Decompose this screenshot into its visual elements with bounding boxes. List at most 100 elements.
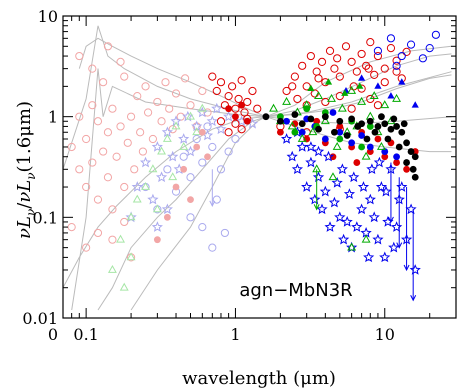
point-open-circle-pale_red (165, 104, 174, 113)
point-star-pale_blue (170, 115, 182, 127)
point-star-blue (337, 233, 350, 245)
point-star-blue (280, 133, 293, 144)
point-open-triangle-green (347, 242, 357, 251)
point-open-circle-red (352, 67, 361, 76)
point-filled-circle-green (358, 143, 366, 151)
point-filled-circle-black (366, 117, 374, 125)
model-curve-6 (71, 68, 452, 311)
point-open-circle-red (243, 97, 252, 107)
point-star-blue (357, 181, 370, 192)
point-star-blue (363, 251, 375, 263)
arrow-head-6 (209, 200, 216, 207)
point-open-circle-red (402, 47, 411, 56)
y-tick-label: 0.01 (22, 309, 58, 328)
point-filled-circle-red (243, 117, 251, 125)
point-open-circle-red (362, 61, 371, 70)
point-open-circle-pale_blue (208, 142, 217, 152)
point-star-pale_blue (178, 133, 190, 144)
point-open-circle-blue (418, 54, 427, 63)
point-star-blue (312, 145, 325, 157)
point-open-circle-red (212, 86, 221, 96)
point-open-circle-pale_red (67, 222, 76, 232)
axis-ticks (62, 15, 457, 319)
point-open-triangle-pale_green (116, 234, 125, 243)
point-star-blue (351, 221, 363, 232)
point-open-circle-red (237, 76, 246, 85)
point-open-circle-red (248, 86, 257, 96)
point-open-circle-red (333, 54, 342, 63)
point-open-circle-pale_blue (179, 152, 188, 161)
point-open-circle-pale_blue (208, 243, 217, 252)
point-open-circle-red (224, 128, 233, 137)
arrow-head-4 (410, 295, 417, 302)
point-open-circle-red (373, 51, 383, 61)
point-filled-circle-red (238, 101, 246, 109)
point-filled-circle-red (225, 105, 233, 113)
point-open-circle-pale_red (157, 117, 166, 126)
point-open-circle-pale_red (203, 108, 212, 117)
point-filled-circle-black (398, 128, 406, 136)
point-star-blue (324, 221, 336, 232)
point-filled-circle-black (298, 120, 306, 128)
point-star-blue (364, 193, 376, 205)
y-tick-label: 1 (48, 108, 58, 127)
y-tick-label: 0.1 (33, 208, 58, 227)
point-open-triangle-pale_green (162, 133, 172, 142)
point-filled-circle-red (381, 153, 389, 161)
point-star-blue (379, 251, 391, 263)
arrow-head-5 (313, 204, 320, 211)
point-open-circle-red (253, 104, 262, 113)
y-label-part-2: νL (14, 180, 35, 203)
point-star-blue (341, 215, 353, 227)
point-open-circle-pale_red (130, 165, 139, 174)
point-star-blue (309, 193, 321, 205)
point-open-circle-pale_red (108, 104, 117, 113)
point-open-triangle-pale_green (157, 146, 167, 155)
point-open-triangle-pale_green (171, 121, 181, 130)
point-open-circle-red (335, 72, 344, 81)
point-open-circle-red (347, 57, 356, 66)
point-filled-triangle-green (307, 84, 315, 92)
point-filled-circle-red (232, 113, 239, 121)
point-open-circle-red (370, 70, 379, 79)
point-star-blue (291, 163, 304, 175)
tick-labels: 0.1 1 10 0.01 0.1 1 10 (22, 7, 395, 344)
point-open-triangle-green (328, 172, 338, 181)
point-open-circle-red (373, 101, 383, 110)
point-open-triangle-green (347, 85, 357, 94)
point-open-triangle-green (327, 93, 336, 102)
point-filled-circle-black (343, 132, 351, 139)
point-filled-circle-black (348, 115, 356, 123)
point-open-circle-red (234, 94, 243, 104)
point-open-circle-blue (406, 40, 416, 49)
point-filled-circle-black (336, 117, 344, 125)
point-open-circle-red (208, 72, 217, 81)
point-open-circle-red (347, 104, 356, 113)
y-axis-label: νLν/νLν(1.6μm) (14, 101, 38, 239)
point-open-circle-red (224, 92, 233, 101)
point-open-circle-pale_red (82, 243, 91, 252)
point-open-circle-blue (373, 46, 383, 56)
point-open-circle-pale_red (176, 112, 185, 121)
point-open-circle-pale_blue (216, 165, 226, 174)
point-star-blue (348, 171, 360, 183)
point-filled-circle-black (291, 111, 299, 118)
point-filled-circle-red (276, 128, 284, 136)
point-open-circle-pale_red (108, 205, 117, 214)
point-filled-circle-pale_red (187, 196, 194, 204)
point-open-circle-red (282, 86, 291, 96)
point-open-circle-red (314, 74, 323, 83)
point-open-circle-pale_red (136, 128, 145, 137)
arrow-head-3 (403, 264, 410, 272)
point-open-triangle-green (361, 234, 371, 243)
point-open-circle-red (325, 46, 335, 56)
point-filled-circle-black (321, 113, 329, 121)
point-star-pale_blue (215, 123, 227, 135)
point-star-pale_blue (131, 181, 143, 192)
point-open-triangle-pale_green (186, 111, 195, 120)
point-filled-circle-black (390, 115, 398, 123)
point-open-triangle-pale_green (197, 103, 207, 112)
point-filled-circle-pale_red (153, 236, 161, 244)
point-open-circle-pale_red (161, 78, 170, 87)
point-open-circle-blue (425, 43, 434, 53)
